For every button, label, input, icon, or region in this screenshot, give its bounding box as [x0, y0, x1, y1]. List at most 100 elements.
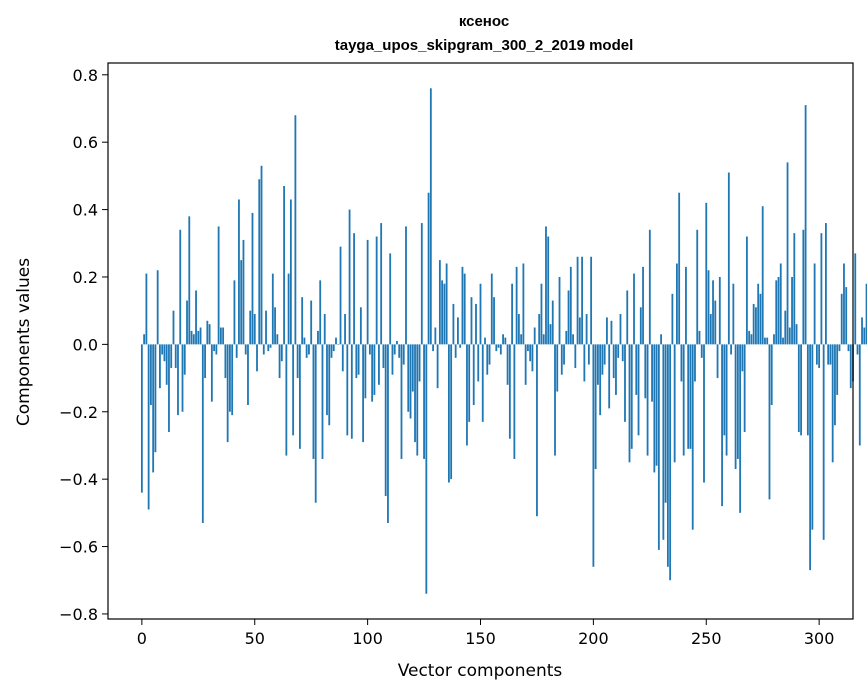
y-tick-label-6: −0.4: [59, 470, 98, 489]
bar-118: [407, 344, 410, 412]
bar-212: [619, 314, 622, 345]
bar-104: [375, 236, 378, 345]
bar-218: [633, 273, 635, 345]
bar-100: [366, 239, 369, 345]
bar-286: [786, 162, 789, 345]
bar-303: [825, 223, 827, 345]
bar-307: [834, 344, 836, 426]
bar-55: [265, 310, 267, 345]
bar-157: [495, 344, 498, 352]
bar-248: [700, 344, 703, 358]
bar-174: [533, 327, 536, 345]
bar-59: [274, 307, 276, 345]
bar-146: [470, 297, 473, 345]
y-axis: 0.8 0.6 0.4 0.2 0.0 −0.2 −0.4 −0.6 −0.8: [59, 66, 108, 624]
bar-158: [497, 344, 500, 348]
bar-8: [159, 344, 161, 389]
bar-15: [174, 344, 177, 368]
bar-241: [685, 266, 687, 345]
bar-21: [188, 216, 191, 345]
bar-226: [651, 344, 653, 402]
bar-182: [551, 300, 554, 345]
bar-269: [748, 330, 751, 345]
bar-247: [698, 330, 701, 345]
bar-136: [447, 344, 450, 483]
bar-201: [594, 344, 597, 470]
bar-141: [459, 344, 462, 348]
bar-288: [791, 276, 793, 345]
bar-41: [233, 280, 236, 345]
bar-48: [249, 310, 252, 345]
bar-222: [642, 266, 644, 345]
bar-311: [843, 263, 845, 345]
bar-296: [809, 344, 812, 571]
bar-28: [204, 344, 206, 379]
bar-232: [664, 344, 667, 503]
bar-69: [296, 344, 299, 379]
x-tick-label-150: 150: [465, 629, 496, 648]
bar-171: [527, 344, 529, 352]
bar-35: [219, 327, 222, 345]
bar-56: [267, 344, 270, 352]
bar-64: [285, 344, 288, 456]
bar-316: [854, 253, 857, 345]
bar-53: [260, 165, 263, 345]
bar-238: [678, 192, 681, 345]
bar-103: [373, 344, 376, 395]
bar-176: [538, 314, 541, 345]
bar-198: [587, 344, 590, 365]
x-tick-label-0: 0: [137, 629, 147, 648]
bar-202: [596, 344, 599, 385]
bar-254: [714, 300, 717, 345]
y-tick-label-0: 0.8: [73, 66, 98, 85]
bar-13: [170, 344, 173, 368]
bar-66: [289, 199, 292, 345]
bar-229: [657, 344, 660, 550]
bar-132: [438, 260, 441, 345]
bar-71: [301, 297, 304, 345]
bar-95: [355, 344, 358, 379]
bar-126: [425, 344, 428, 594]
bar-175: [536, 344, 538, 517]
bar-18: [181, 344, 184, 412]
bar-29: [206, 320, 209, 345]
bar-320: [863, 327, 866, 345]
bar-39: [229, 344, 231, 412]
bar-43: [238, 199, 240, 345]
bar-145: [468, 344, 471, 422]
bar-31: [210, 344, 213, 402]
y-axis-label: Components values: [14, 258, 34, 426]
y-tick-label-3: 0.2: [73, 268, 98, 287]
bar-123: [418, 344, 421, 382]
bar-81: [323, 314, 326, 345]
bar-200: [592, 344, 595, 567]
bar-57: [269, 344, 272, 348]
bar-153: [486, 344, 489, 375]
x-tick-label-50: 50: [245, 629, 265, 648]
bar-235: [671, 293, 674, 345]
bar-30: [208, 324, 211, 345]
bar-317: [856, 344, 859, 355]
bar-67: [292, 344, 295, 436]
bar-110: [389, 253, 392, 345]
bar-140: [457, 317, 459, 345]
bar-290: [795, 324, 798, 345]
bar-206: [606, 317, 608, 345]
bar-6: [154, 344, 157, 453]
y-tick-label-1: 0.6: [73, 133, 98, 152]
bar-210: [615, 344, 617, 395]
bar-63: [283, 185, 285, 345]
bar-4: [149, 344, 152, 406]
x-tick-label-300: 300: [804, 629, 835, 648]
bar-68: [294, 115, 297, 345]
bar-38: [226, 344, 229, 443]
bar-139: [454, 344, 457, 358]
bar-14: [172, 310, 175, 345]
bar-251: [707, 270, 710, 345]
bar-131: [436, 344, 439, 389]
bar-195: [581, 256, 583, 345]
bar-309: [838, 344, 841, 352]
bar-261: [730, 344, 732, 355]
bar-90: [344, 314, 346, 345]
bar-205: [603, 344, 606, 365]
